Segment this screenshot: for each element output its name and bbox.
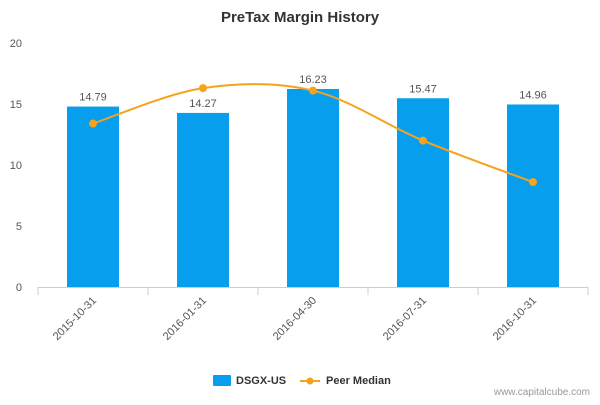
peer-median-point: [309, 86, 317, 95]
bar-data-label: 14.27: [189, 98, 217, 110]
bar-dsgx: [507, 104, 559, 287]
peer-median-point: [89, 119, 97, 128]
bar-data-label: 15.47: [409, 83, 437, 95]
y-tick-label: 10: [10, 160, 22, 172]
x-tick-label: 2015-10-31: [51, 295, 99, 343]
y-tick-label: 0: [16, 282, 22, 294]
y-tick-label: 5: [16, 221, 22, 233]
x-tick-label: 2016-07-31: [381, 295, 429, 343]
bar-dsgx: [67, 106, 119, 287]
bar-data-label: 16.23: [299, 74, 327, 86]
bar-data-labels: 14.79 14.27 16.23 15.47 14.96: [79, 74, 547, 110]
legend-swatch-dsgx: [213, 375, 231, 386]
x-axis: 2015-10-31 2016-01-31 2016-04-30 2016-07-31…: [37, 287, 589, 343]
peer-median-point: [419, 136, 427, 145]
bar-data-label: 14.96: [519, 89, 547, 101]
legend-swatch-peer-median-marker: [306, 377, 314, 385]
y-axis: 0 5 10 15 20: [10, 38, 22, 294]
line-series-peer-median: [89, 83, 537, 187]
bar-series-dsgx: [67, 88, 559, 288]
y-tick-label: 15: [10, 99, 22, 111]
legend: DSGX-US Peer Median: [213, 375, 391, 387]
bar-data-label: 14.79: [79, 92, 107, 104]
x-tick-label: 2016-01-31: [161, 295, 209, 343]
watermark: www.capitalcube.com: [493, 387, 590, 398]
legend-label-dsgx: DSGX-US: [236, 375, 286, 387]
peer-median-point: [199, 84, 207, 93]
chart-title: PreTax Margin History: [221, 9, 380, 26]
x-tick-label: 2016-10-31: [491, 295, 539, 343]
bar-dsgx: [177, 112, 229, 287]
peer-median-point: [529, 178, 537, 187]
x-tick-label: 2016-04-30: [271, 295, 319, 343]
legend-label-peer-median: Peer Median: [326, 375, 391, 387]
bar-dsgx: [397, 98, 449, 288]
y-tick-label: 20: [10, 38, 22, 50]
bar-dsgx: [287, 88, 339, 287]
